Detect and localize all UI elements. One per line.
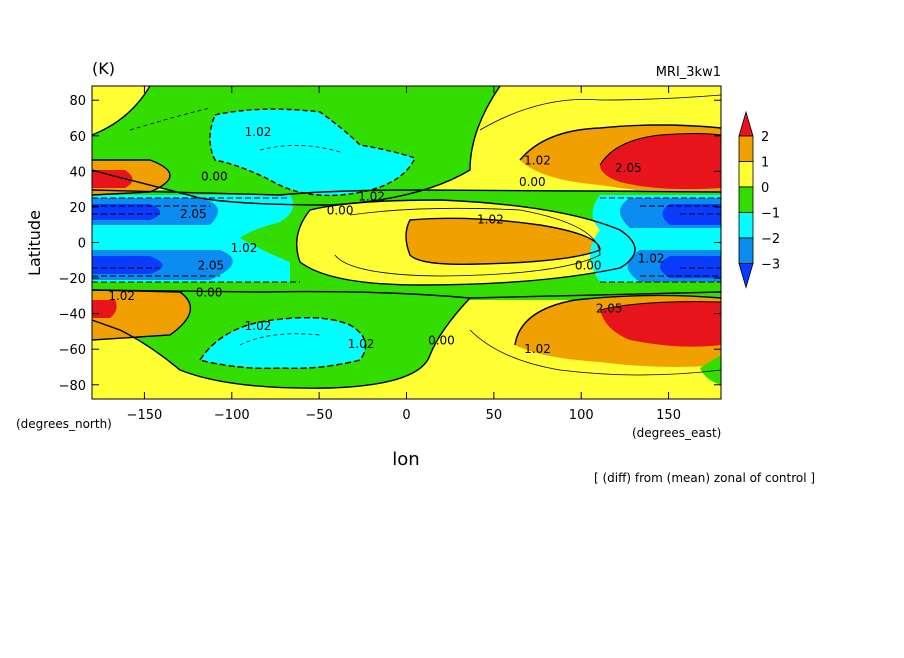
x-axis: −150 −100 −50 0 50 100 150 [127, 86, 681, 423]
x-tick-label: 150 [656, 408, 681, 423]
x-tick-label: 50 [486, 408, 503, 423]
y-tick-label: 60 [69, 130, 86, 145]
fill-dblue-left-north [92, 204, 160, 220]
fill-red-north-left [92, 170, 133, 188]
contour-line [514, 294, 721, 346]
y-tick-label: −20 [59, 272, 86, 287]
colorbar-swatch [738, 161, 754, 188]
contour-line [92, 189, 721, 196]
contour-line [239, 333, 321, 346]
contour-label: 0.00 [327, 203, 354, 217]
fill-cyan-south [200, 317, 366, 369]
contour-label: 2.05 [180, 207, 207, 221]
x-units-label: (degrees_east) [632, 426, 721, 440]
contour-label: 1.02 [477, 212, 504, 226]
model-label: MRI_3kw1 [656, 65, 721, 80]
contour-label: 1.02 [231, 241, 258, 255]
colorbar: 2 1 0 −1 −2 −3 [738, 110, 780, 289]
y-units-label: (degrees_north) [16, 417, 112, 431]
colorbar-label: −2 [761, 232, 780, 247]
contour-label: 1.02 [245, 125, 272, 139]
y-tick-label: 40 [69, 165, 86, 180]
colorbar-swatch [738, 186, 754, 213]
contour-label: 1.02 [348, 337, 375, 351]
colorbar-label: 1 [761, 156, 769, 171]
x-tick-label: 100 [569, 408, 594, 423]
contour-label: 0.00 [428, 333, 455, 347]
fill-green-south-right-pocket [700, 355, 721, 385]
x-tick-label: 0 [402, 408, 410, 423]
contour-lines [92, 86, 721, 389]
contour-label: 1.02 [358, 189, 385, 203]
contour-line [92, 297, 471, 389]
colorbar-label: −1 [761, 207, 780, 222]
contour-label: 1.02 [524, 154, 551, 168]
contour-label: 1.02 [245, 319, 272, 333]
x-tick-label: −100 [214, 408, 250, 423]
y-tick-label: 80 [69, 94, 86, 109]
contour-label: 1.02 [524, 342, 551, 356]
contour-label: 0.00 [201, 170, 228, 184]
contour-line [92, 86, 501, 206]
colorbar-swatch [738, 237, 754, 264]
contour-label: 0.00 [519, 175, 546, 189]
contour-line [599, 133, 721, 166]
fill-orange-equator [406, 218, 600, 265]
x-axis-title: lon [392, 449, 419, 470]
contour-line [209, 108, 416, 197]
contour-line [519, 124, 721, 161]
contour-line [479, 94, 721, 131]
colorbar-swatch-bottom [738, 263, 754, 289]
fill-dblue-right-south [660, 256, 721, 278]
footnote: [ (diff) from (mean) zonal of control ] [594, 471, 815, 485]
contour-label: 1.02 [108, 289, 135, 303]
contour-line [92, 86, 151, 136]
y-tick-label: 0 [78, 237, 86, 252]
contour-line [92, 289, 192, 341]
contour-line [92, 159, 171, 196]
contour-line [198, 316, 367, 369]
contour-line [92, 197, 721, 283]
y-axis-title: Latitude [25, 210, 44, 276]
colorbar-label: 0 [761, 181, 769, 196]
colorbar-label: −3 [761, 258, 780, 273]
y-tick-label: 20 [69, 201, 86, 216]
contour-line [334, 207, 601, 277]
contour-line [92, 289, 721, 299]
y-axis: −80 −60 −40 −20 0 20 40 60 80 [59, 94, 721, 394]
contour-fill-layer [92, 86, 721, 399]
fill-dblue-left-south [92, 256, 163, 274]
contour-line [92, 205, 721, 277]
colorbar-swatch [738, 212, 754, 239]
fill-red-north-right [600, 133, 721, 190]
units-label: (K) [92, 59, 115, 78]
contour-label: 2.05 [197, 259, 224, 273]
colorbar-swatch [738, 135, 754, 162]
fill-cyan-north [210, 109, 415, 196]
contour-label: 2.05 [615, 161, 642, 175]
x-tick-label: −50 [305, 408, 332, 423]
colorbar-swatch-top [738, 110, 754, 137]
y-tick-label: −40 [59, 308, 86, 323]
fill-red-south-right [600, 301, 721, 347]
contour-line [129, 107, 341, 153]
fill-orange-south-left [92, 290, 191, 340]
contour-line [405, 217, 601, 265]
contour-label: 0.00 [575, 259, 602, 273]
contour-label: 1.02 [638, 252, 665, 266]
contour-line [296, 199, 636, 286]
y-tick-label: −60 [59, 343, 86, 358]
x-tick-label: −150 [127, 408, 163, 423]
colorbar-label: 2 [761, 130, 769, 145]
contour-line [469, 329, 721, 376]
contour-line [599, 301, 721, 311]
contour-label: 0.00 [196, 285, 223, 299]
contour-label: 2.05 [596, 301, 623, 315]
y-tick-label: −80 [59, 379, 86, 394]
contour-labels: 1.02 0.00 1.02 2.05 0.00 1.02 2.05 0.00 1.02 1.02… [108, 125, 664, 356]
